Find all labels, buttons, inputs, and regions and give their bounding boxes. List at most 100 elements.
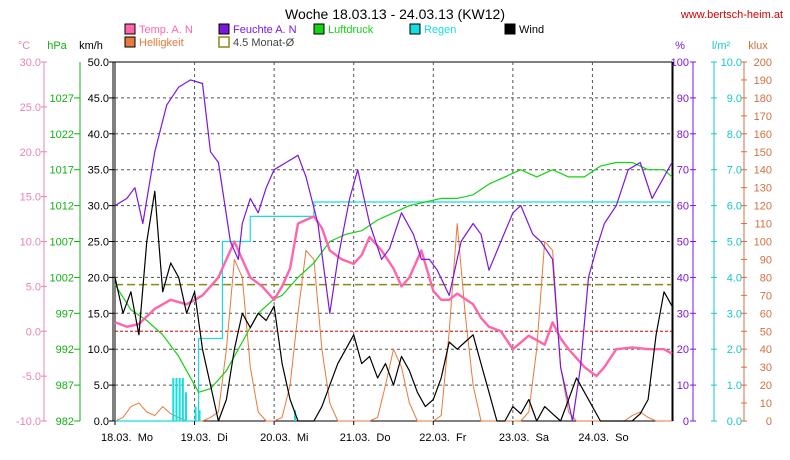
tick-label-humidity-8: 20 xyxy=(677,344,689,356)
tick-label-humidity-2: 80 xyxy=(677,129,689,141)
tick-label-pressure-9: 982 xyxy=(56,416,74,428)
tick-label-temp-5: 5.0 xyxy=(26,281,41,293)
tick-label-pressure-2: 1017 xyxy=(50,165,74,177)
tick-label-brightness-7: 130 xyxy=(754,183,772,195)
tick-label-brightness-8: 120 xyxy=(754,201,772,213)
tick-label-pressure-8: 987 xyxy=(56,380,74,392)
tick-label-wind-7: 15.0 xyxy=(88,308,109,320)
tick-label-brightness-11: 90 xyxy=(760,254,772,266)
tick-label-brightness-18: 20 xyxy=(760,380,772,392)
tick-label-brightness-20: 0 xyxy=(766,416,772,428)
unit-label-temp: °C xyxy=(18,40,30,52)
legend-swatch-avg xyxy=(218,36,230,48)
tick-label-rain-10: 0.0 xyxy=(727,416,742,428)
rain-bar-3 xyxy=(181,377,184,421)
x-label-5: 23.03. Sa xyxy=(499,432,550,444)
tick-label-temp-1: 25.0 xyxy=(20,102,41,114)
rain-bar-7 xyxy=(294,410,297,421)
tick-label-wind-5: 25.0 xyxy=(88,237,109,249)
tick-label-pressure-6: 997 xyxy=(56,308,74,320)
tick-label-brightness-9: 110 xyxy=(754,219,772,231)
tick-label-temp-8: -10.0 xyxy=(16,416,41,428)
x-label-3: 21.03. Do xyxy=(340,432,391,444)
tick-label-humidity-1: 90 xyxy=(677,93,689,105)
tick-label-brightness-12: 80 xyxy=(760,272,772,284)
tick-label-humidity-10: 0 xyxy=(683,416,689,428)
legend-label-wind: Wind xyxy=(519,24,544,36)
tick-label-pressure-0: 1027 xyxy=(50,93,74,105)
axis-unit-labels: °C hPa km/h% l/m² klux xyxy=(18,40,768,52)
tick-label-wind-6: 20.0 xyxy=(88,272,109,284)
unit-label-wind: km/h xyxy=(79,40,103,52)
tick-label-humidity-0: 100 xyxy=(671,57,689,69)
rain-bar-0 xyxy=(172,377,175,421)
legend-swatch-brightness xyxy=(124,36,136,48)
rain-bar-4 xyxy=(185,392,188,421)
legend-label-avg: 4.5 Monat-Ø xyxy=(233,37,295,49)
chart-legend: Temp. A. N Feuchte A. N Luftdruck Regen Wind… xyxy=(124,23,544,49)
rain-bar-2 xyxy=(178,377,181,421)
unit-label-rain: l/m² xyxy=(712,40,731,52)
tick-label-temp-3: 15.0 xyxy=(20,192,41,204)
tick-label-pressure-3: 1012 xyxy=(50,201,74,213)
tick-label-pressure-5: 1002 xyxy=(50,272,74,284)
tick-label-brightness-0: 200 xyxy=(754,57,772,69)
tick-label-rain-0: 10.0 xyxy=(721,57,742,69)
tick-label-brightness-15: 50 xyxy=(760,326,772,338)
tick-label-humidity-6: 40 xyxy=(677,272,689,284)
source-link[interactable]: www.bertsch-heim.at xyxy=(680,9,783,21)
tick-label-wind-9: 5.0 xyxy=(94,380,109,392)
tick-label-brightness-3: 170 xyxy=(754,111,772,123)
tick-label-rain-7: 3.0 xyxy=(727,308,742,320)
tick-label-brightness-4: 160 xyxy=(754,129,772,141)
tick-label-brightness-17: 30 xyxy=(760,362,772,374)
tick-label-wind-0: 50.0 xyxy=(88,57,109,69)
unit-label-brightness: klux xyxy=(748,40,768,52)
tick-label-wind-2: 40.0 xyxy=(88,129,109,141)
tick-label-humidity-9: 10 xyxy=(677,380,689,392)
tick-label-temp-2: 20.0 xyxy=(20,147,41,159)
tick-label-humidity-7: 30 xyxy=(677,308,689,320)
tick-label-brightness-13: 70 xyxy=(760,290,772,302)
tick-label-wind-8: 10.0 xyxy=(88,344,109,356)
tick-label-rain-9: 1.0 xyxy=(727,380,742,392)
legend-swatch-pressure xyxy=(313,23,325,35)
tick-label-brightness-19: 10 xyxy=(760,398,772,410)
tick-label-rain-4: 6.0 xyxy=(727,201,742,213)
unit-label-pressure: hPa xyxy=(47,40,67,52)
axes-group: 30.0 25.0 20.0 15.0 10.0 5.0 0.0 -5.0 -10.0 1027 1… xyxy=(16,57,772,428)
legend-swatch-temp xyxy=(124,23,136,35)
tick-label-rain-2: 8.0 xyxy=(727,129,742,141)
tick-label-humidity-4: 60 xyxy=(677,201,689,213)
tick-label-brightness-16: 40 xyxy=(760,344,772,356)
tick-label-rain-5: 5.0 xyxy=(727,237,742,249)
series-line-humidity xyxy=(114,79,673,422)
tick-label-temp-6: 0.0 xyxy=(26,326,41,338)
tick-label-brightness-2: 180 xyxy=(754,93,772,105)
tick-label-wind-4: 30.0 xyxy=(88,201,109,213)
legend-swatch-rain xyxy=(409,23,421,35)
tick-label-temp-0: 30.0 xyxy=(20,57,41,69)
series-line-wind xyxy=(114,190,673,422)
tick-label-humidity-3: 70 xyxy=(677,165,689,177)
legend-swatch-humidity xyxy=(218,23,230,35)
tick-label-temp-7: -5.0 xyxy=(22,371,41,383)
legend-label-pressure: Luftdruck xyxy=(328,24,374,36)
series-group xyxy=(114,79,673,422)
tick-label-wind-3: 35.0 xyxy=(88,165,109,177)
legend-swatch-wind xyxy=(504,23,516,35)
tick-label-rain-1: 9.0 xyxy=(727,93,742,105)
x-label-0: 18.03. Mo xyxy=(101,432,153,444)
legend-label-humidity: Feuchte A. N xyxy=(233,24,297,36)
tick-label-pressure-1: 1022 xyxy=(50,129,74,141)
tick-label-humidity-5: 50 xyxy=(677,237,689,249)
x-axis-labels: 18.03. Mo 19.03. Di 20.03. Mi 21.03. Do 22.0… xyxy=(101,421,629,444)
series-line-temp xyxy=(114,215,673,378)
chart-title: Woche 18.03.13 - 24.03.13 (KW12) xyxy=(285,6,505,22)
unit-label-humidity: % xyxy=(675,40,685,52)
legend-label-rain: Regen xyxy=(424,24,456,36)
rain-bar-1 xyxy=(175,377,178,421)
series-line-rain xyxy=(115,201,672,422)
x-label-1: 19.03. Di xyxy=(181,432,228,444)
